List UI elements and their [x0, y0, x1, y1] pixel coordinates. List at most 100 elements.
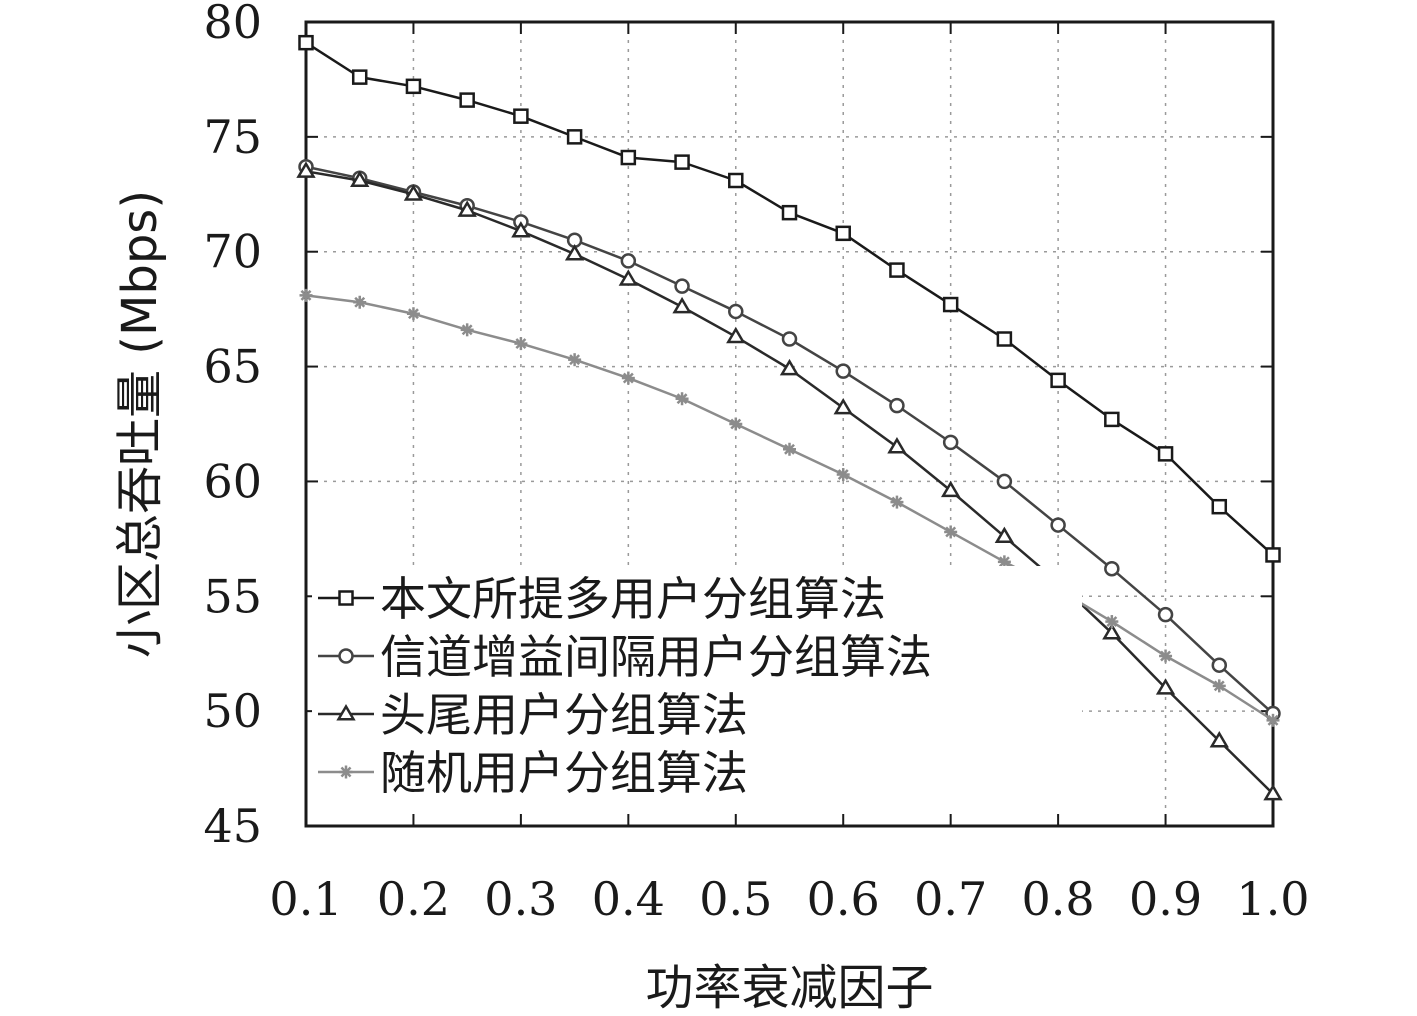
y-tick-label: 65 — [203, 340, 262, 394]
data-point — [513, 108, 529, 124]
legend-label: 随机用户分组算法 — [380, 746, 748, 800]
legend-label: 头尾用户分组算法 — [380, 688, 748, 742]
series — [296, 34, 1283, 801]
x-tick-label: 0.8 — [1022, 872, 1095, 926]
star-stroke — [408, 308, 419, 320]
data-point — [459, 92, 475, 108]
data-point — [1157, 606, 1174, 623]
ticks: 0.1 0.2 0.3 0.4 0.5 0.6 0.7 0.8 0.9 1.0 45 50 55 60 65… — [203, 0, 1309, 926]
star-stroke — [1106, 616, 1118, 627]
y-tick-label: 55 — [203, 569, 262, 623]
data-point — [942, 296, 959, 313]
x-axis-title: 功率衰减因子 — [645, 960, 933, 1016]
legend-marker — [338, 590, 354, 606]
series-3 — [296, 161, 1283, 801]
data-point — [620, 149, 637, 166]
data-point — [944, 525, 958, 539]
data-point — [1211, 657, 1228, 673]
data-point — [1265, 547, 1281, 563]
y-tick-label: 75 — [203, 110, 262, 164]
data-point — [940, 480, 961, 498]
star-stroke — [891, 496, 903, 508]
legend-item-1: 本文所提多用户分组算法 — [318, 572, 886, 626]
star-stroke — [1213, 680, 1225, 692]
data-point — [298, 34, 314, 51]
data-point — [835, 225, 851, 242]
data-point — [1050, 517, 1066, 533]
data-point — [996, 331, 1013, 347]
data-point — [672, 296, 692, 314]
data-point — [564, 244, 585, 261]
star-stroke — [945, 526, 957, 538]
legend-item-4: 随机用户分组算法 — [318, 746, 748, 800]
data-point — [728, 172, 744, 189]
x-tick-label: 0.5 — [699, 872, 772, 926]
data-point — [353, 295, 367, 309]
data-point — [889, 262, 905, 278]
data-point — [890, 495, 904, 509]
x-tick-label: 0.9 — [1129, 872, 1202, 926]
series-line — [305, 41, 1274, 556]
data-point — [405, 78, 422, 95]
data-point — [729, 417, 743, 431]
data-point — [1102, 623, 1122, 640]
series-1 — [298, 34, 1281, 563]
data-point — [994, 526, 1015, 544]
data-point — [1050, 372, 1066, 389]
data-point — [833, 397, 853, 415]
data-point — [781, 331, 798, 347]
data-point — [350, 170, 370, 188]
data-point — [620, 253, 637, 269]
x-tick-label: 0.7 — [914, 872, 987, 926]
data-point — [406, 307, 420, 321]
data-point — [1104, 411, 1120, 428]
data-point — [1211, 498, 1228, 515]
data-point — [728, 303, 744, 320]
data-point — [1104, 560, 1120, 577]
data-point — [403, 184, 424, 201]
x-tick-label: 0.4 — [592, 872, 665, 926]
legend-marker — [336, 704, 356, 721]
data-point — [1212, 679, 1226, 693]
star-stroke — [837, 469, 849, 480]
data-point — [621, 371, 635, 385]
star-stroke — [461, 324, 473, 336]
data-point — [568, 353, 582, 367]
star-stroke — [340, 766, 352, 778]
y-tick-label: 60 — [203, 454, 262, 508]
data-point — [618, 269, 639, 286]
data-point — [1105, 615, 1119, 629]
data-point — [1263, 783, 1283, 801]
y-tick-label: 80 — [203, 0, 262, 49]
legend-label: 本文所提多用户分组算法 — [380, 572, 886, 626]
star-stroke — [1160, 650, 1171, 662]
plot-frame — [304, 20, 1275, 828]
x-tick-label: 0.2 — [377, 872, 450, 926]
y-tick-label: 45 — [203, 799, 262, 853]
data-point — [836, 468, 850, 482]
data-point — [566, 129, 583, 145]
data-point — [296, 161, 316, 178]
data-point — [781, 204, 798, 221]
data-point — [1159, 649, 1173, 663]
x-tick-label: 0.3 — [484, 872, 557, 926]
legend-item-3: 头尾用户分组算法 — [318, 688, 748, 742]
star-stroke — [622, 372, 634, 384]
legend-item-2: 信道增益间隔用户分组算法 — [318, 630, 932, 684]
legend-background — [312, 566, 1082, 814]
data-point — [779, 358, 800, 376]
data-point — [996, 473, 1013, 490]
data-point — [1266, 713, 1280, 727]
series-4 — [299, 288, 1280, 727]
x-tick-label: 0.6 — [807, 872, 880, 926]
data-point — [835, 363, 851, 379]
x-tick-label: 0.1 — [269, 872, 342, 926]
legend-marker — [338, 648, 354, 664]
data-point — [783, 442, 796, 456]
data-point — [887, 437, 907, 454]
data-point — [674, 278, 690, 294]
star-stroke — [354, 296, 366, 308]
